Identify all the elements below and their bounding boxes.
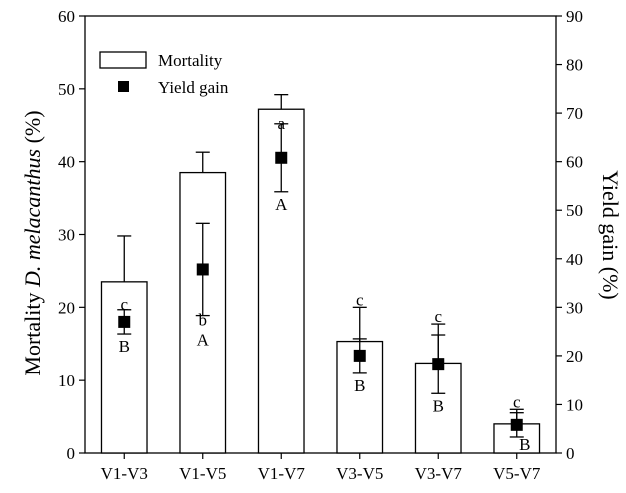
yield-point — [432, 358, 445, 371]
left-axis: 0 10 20 30 40 50 60 — [58, 7, 85, 463]
legend-swatch-mortality — [99, 51, 147, 69]
yield-letter: A — [197, 331, 210, 350]
yield-points — [117, 123, 524, 438]
yield-letter: B — [433, 396, 444, 415]
y2-tick-label: 30 — [566, 298, 583, 317]
yield-letter: B — [354, 376, 365, 395]
mortality-letter: a — [277, 114, 285, 133]
mortality-letter: c — [513, 392, 521, 411]
legend-swatch-yield-gain — [118, 81, 129, 92]
legend-label-yield-gain: Yield gain — [158, 78, 229, 97]
y-axis-title: Mortality D. melacanthus (%) — [20, 110, 45, 375]
right-axis: 0 10 20 30 40 50 60 70 80 90 — [556, 7, 583, 463]
y2-tick-label: 0 — [566, 444, 575, 463]
y2-tick-label: 70 — [566, 104, 583, 123]
mortality-letter: c — [434, 307, 442, 326]
bars — [100, 108, 541, 454]
bar-error-bars — [117, 94, 524, 424]
plot-frame — [84, 15, 557, 454]
mortality-letter: b — [199, 310, 208, 329]
yield-letter: B — [519, 435, 530, 454]
x-tick-label: V1-V5 — [179, 464, 226, 483]
legend: Mortality Yield gain — [99, 51, 229, 97]
yield-letter: B — [119, 337, 130, 356]
y-tick-label: 50 — [58, 80, 75, 99]
yield-letter: A — [275, 195, 288, 214]
y-tick-label: 40 — [58, 153, 75, 172]
x-tick-label: V3-V5 — [336, 464, 383, 483]
yield-point — [118, 315, 131, 328]
significance-letters: c b a c c c B A A B B B — [119, 114, 531, 454]
mortality-letter: c — [356, 290, 364, 309]
y-tick-label: 60 — [58, 7, 75, 26]
x-tick-label: V5-V7 — [493, 464, 541, 483]
yield-point — [510, 418, 523, 431]
legend-label-mortality: Mortality — [158, 51, 223, 70]
y2-tick-label: 60 — [566, 153, 583, 172]
x-tick-label: V1-V3 — [101, 464, 148, 483]
x-axis: V1-V3 V1-V5 V1-V7 V3-V5 V3-V7 V5-V7 — [101, 453, 541, 483]
y2-axis-title: Yield gain (%) — [598, 170, 623, 300]
yield-point — [353, 349, 366, 362]
y2-tick-label: 80 — [566, 56, 583, 75]
y2-tick-label: 20 — [566, 347, 583, 366]
yield-point — [196, 263, 209, 276]
x-tick-label: V1-V7 — [258, 464, 306, 483]
y2-tick-label: 90 — [566, 7, 583, 26]
y-tick-label: 20 — [58, 298, 75, 317]
mortality-letter: c — [120, 295, 128, 314]
y-tick-label: 30 — [58, 226, 75, 245]
bar — [414, 362, 462, 454]
y2-tick-label: 50 — [566, 201, 583, 220]
y2-tick-label: 40 — [566, 250, 583, 269]
yield-point — [275, 151, 288, 164]
y-tick-label: 0 — [67, 444, 76, 463]
x-tick-label: V3-V7 — [415, 464, 463, 483]
y-tick-label: 10 — [58, 371, 75, 390]
plot-border — [84, 15, 557, 454]
y2-tick-label: 10 — [566, 395, 583, 414]
